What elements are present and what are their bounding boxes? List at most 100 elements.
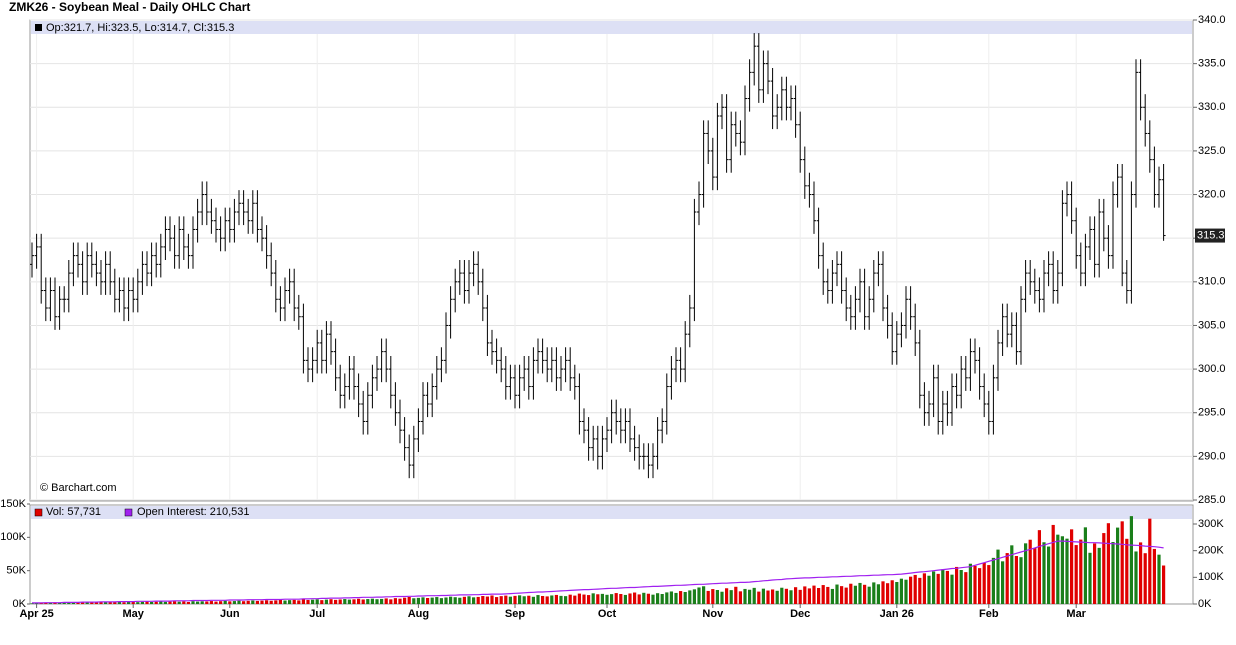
volume-bar [964, 572, 968, 604]
volume-bar [564, 596, 568, 604]
volume-bar [941, 569, 945, 604]
volume-legend: Vol: 57,731 [46, 506, 101, 518]
volume-bar [982, 562, 986, 604]
volume-bar [173, 601, 177, 604]
y-tick-label: 335.0 [1198, 58, 1226, 70]
volume-bar [62, 602, 66, 604]
volume-bar [58, 602, 62, 604]
x-tick-label: Feb [979, 608, 999, 620]
volume-bar [407, 597, 411, 604]
volume-bar [651, 594, 655, 604]
volume-bar [315, 599, 319, 604]
oi-legend-swatch [124, 508, 133, 517]
oi-tick-label: 100K [1198, 571, 1224, 583]
volume-bar [835, 584, 839, 604]
volume-bar [389, 599, 393, 604]
volume-bar [209, 601, 213, 604]
oi-tick-label: 0K [1198, 598, 1212, 610]
volume-bar [278, 600, 282, 604]
volume-bar [582, 594, 586, 604]
volume-bar [821, 585, 825, 604]
x-tick-label: Oct [598, 608, 617, 620]
volume-bar [679, 591, 683, 604]
volume-bar [904, 579, 908, 604]
volume-bar [840, 586, 844, 604]
volume-bar [1148, 518, 1152, 604]
volume-bar [1005, 553, 1009, 604]
volume-bar [1102, 533, 1106, 604]
volume-bar [725, 588, 729, 604]
volume-bar [927, 575, 931, 604]
volume-bar [76, 602, 80, 604]
volume-bar [1033, 548, 1037, 604]
volume-bar [127, 602, 131, 604]
volume-bar [108, 602, 112, 604]
volume-bar [228, 601, 232, 604]
volume-bar [393, 598, 397, 604]
volume-bar [99, 602, 103, 604]
volume-bar [1129, 516, 1133, 604]
open-interest-line [32, 540, 1164, 604]
volume-bar [559, 595, 563, 604]
volume-bar [996, 549, 1000, 604]
x-tick-label: Aug [408, 608, 429, 620]
volume-bar [600, 593, 604, 604]
volume-bar [596, 594, 600, 604]
volume-bar [771, 589, 775, 604]
info-swatch [35, 24, 42, 31]
volume-bar [1125, 538, 1129, 604]
volume-bar [872, 582, 876, 604]
volume-bar [656, 593, 660, 604]
volume-bar [467, 596, 471, 604]
volume-legend-swatch [34, 508, 43, 517]
y-tick-label: 330.0 [1198, 101, 1226, 113]
volume-bar [697, 587, 701, 604]
volume-bar [177, 601, 181, 604]
last-price-label: 315.3 [1197, 229, 1225, 241]
volume-bar [1037, 530, 1041, 604]
volume-bar [1019, 557, 1023, 604]
volume-bar [886, 583, 890, 604]
volume-bar [554, 594, 558, 604]
x-tick-label: Jan 26 [880, 608, 914, 620]
volume-bar [541, 596, 545, 604]
oi-tick-label: 200K [1198, 545, 1224, 557]
volume-bar [168, 601, 172, 604]
volume-bar [150, 602, 154, 604]
volume-bar [223, 600, 227, 604]
volume-bar [499, 596, 503, 604]
volume-bar [458, 597, 462, 604]
volume-bar [182, 601, 186, 604]
volume-bar [775, 590, 779, 604]
volume-bar [81, 602, 85, 604]
oi-legend: Open Interest: 210,531 [137, 506, 250, 518]
volume-bar [145, 601, 149, 604]
volume-bar [826, 586, 830, 604]
volume-bar [692, 589, 696, 604]
volume-bar [444, 597, 448, 604]
volume-bar [623, 594, 627, 604]
volume-bar [1028, 539, 1032, 604]
volume-bar [807, 588, 811, 604]
volume-bar [591, 593, 595, 604]
volume-bar [536, 595, 540, 604]
y-tick-label: 325.0 [1198, 145, 1226, 157]
volume-bar [508, 596, 512, 604]
watermark: © Barchart.com [40, 482, 117, 494]
volume-bar [242, 601, 246, 604]
volume-bar [909, 576, 913, 604]
volume-tick-label: 0K [13, 598, 27, 610]
volume-bar [490, 595, 494, 604]
volume-bar [720, 591, 724, 604]
volume-tick-label: 150K [0, 498, 26, 510]
y-tick-label: 295.0 [1198, 407, 1226, 419]
volume-bar [881, 581, 885, 604]
volume-bar [1056, 534, 1060, 604]
volume-bar [729, 590, 733, 604]
volume-bar [357, 598, 361, 604]
volume-bar [485, 596, 489, 604]
volume-bar [660, 594, 664, 604]
volume-bar [265, 600, 269, 604]
volume-bar [85, 602, 89, 604]
